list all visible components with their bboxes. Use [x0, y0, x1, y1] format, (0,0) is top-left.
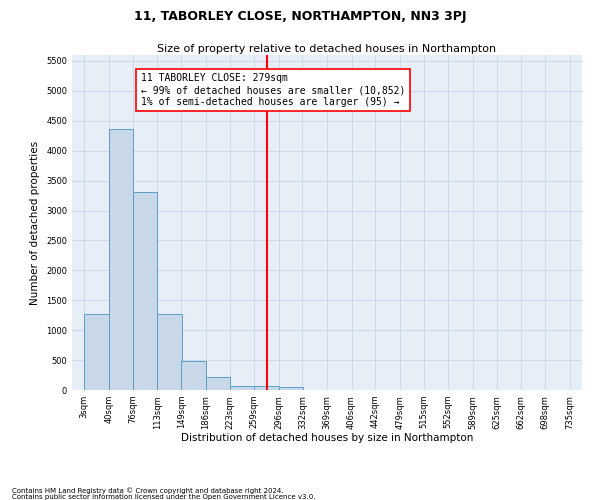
Text: 11, TABORLEY CLOSE, NORTHAMPTON, NN3 3PJ: 11, TABORLEY CLOSE, NORTHAMPTON, NN3 3PJ — [134, 10, 466, 23]
Text: Contains public sector information licensed under the Open Government Licence v3: Contains public sector information licen… — [12, 494, 316, 500]
Bar — [109, 129, 133, 390]
Bar — [254, 386, 278, 390]
X-axis label: Distribution of detached houses by size in Northampton: Distribution of detached houses by size … — [181, 433, 473, 443]
Bar — [84, 314, 109, 390]
Bar — [181, 362, 206, 390]
Y-axis label: Number of detached properties: Number of detached properties — [31, 140, 40, 304]
Text: Contains HM Land Registry data © Crown copyright and database right 2024.: Contains HM Land Registry data © Crown c… — [12, 488, 284, 494]
Bar — [133, 192, 157, 390]
Bar — [157, 314, 182, 390]
Title: Size of property relative to detached houses in Northampton: Size of property relative to detached ho… — [157, 44, 497, 54]
Bar — [206, 378, 230, 390]
Bar — [230, 386, 255, 390]
Bar — [278, 386, 303, 390]
Text: 11 TABORLEY CLOSE: 279sqm
← 99% of detached houses are smaller (10,852)
1% of se: 11 TABORLEY CLOSE: 279sqm ← 99% of detac… — [141, 74, 405, 106]
